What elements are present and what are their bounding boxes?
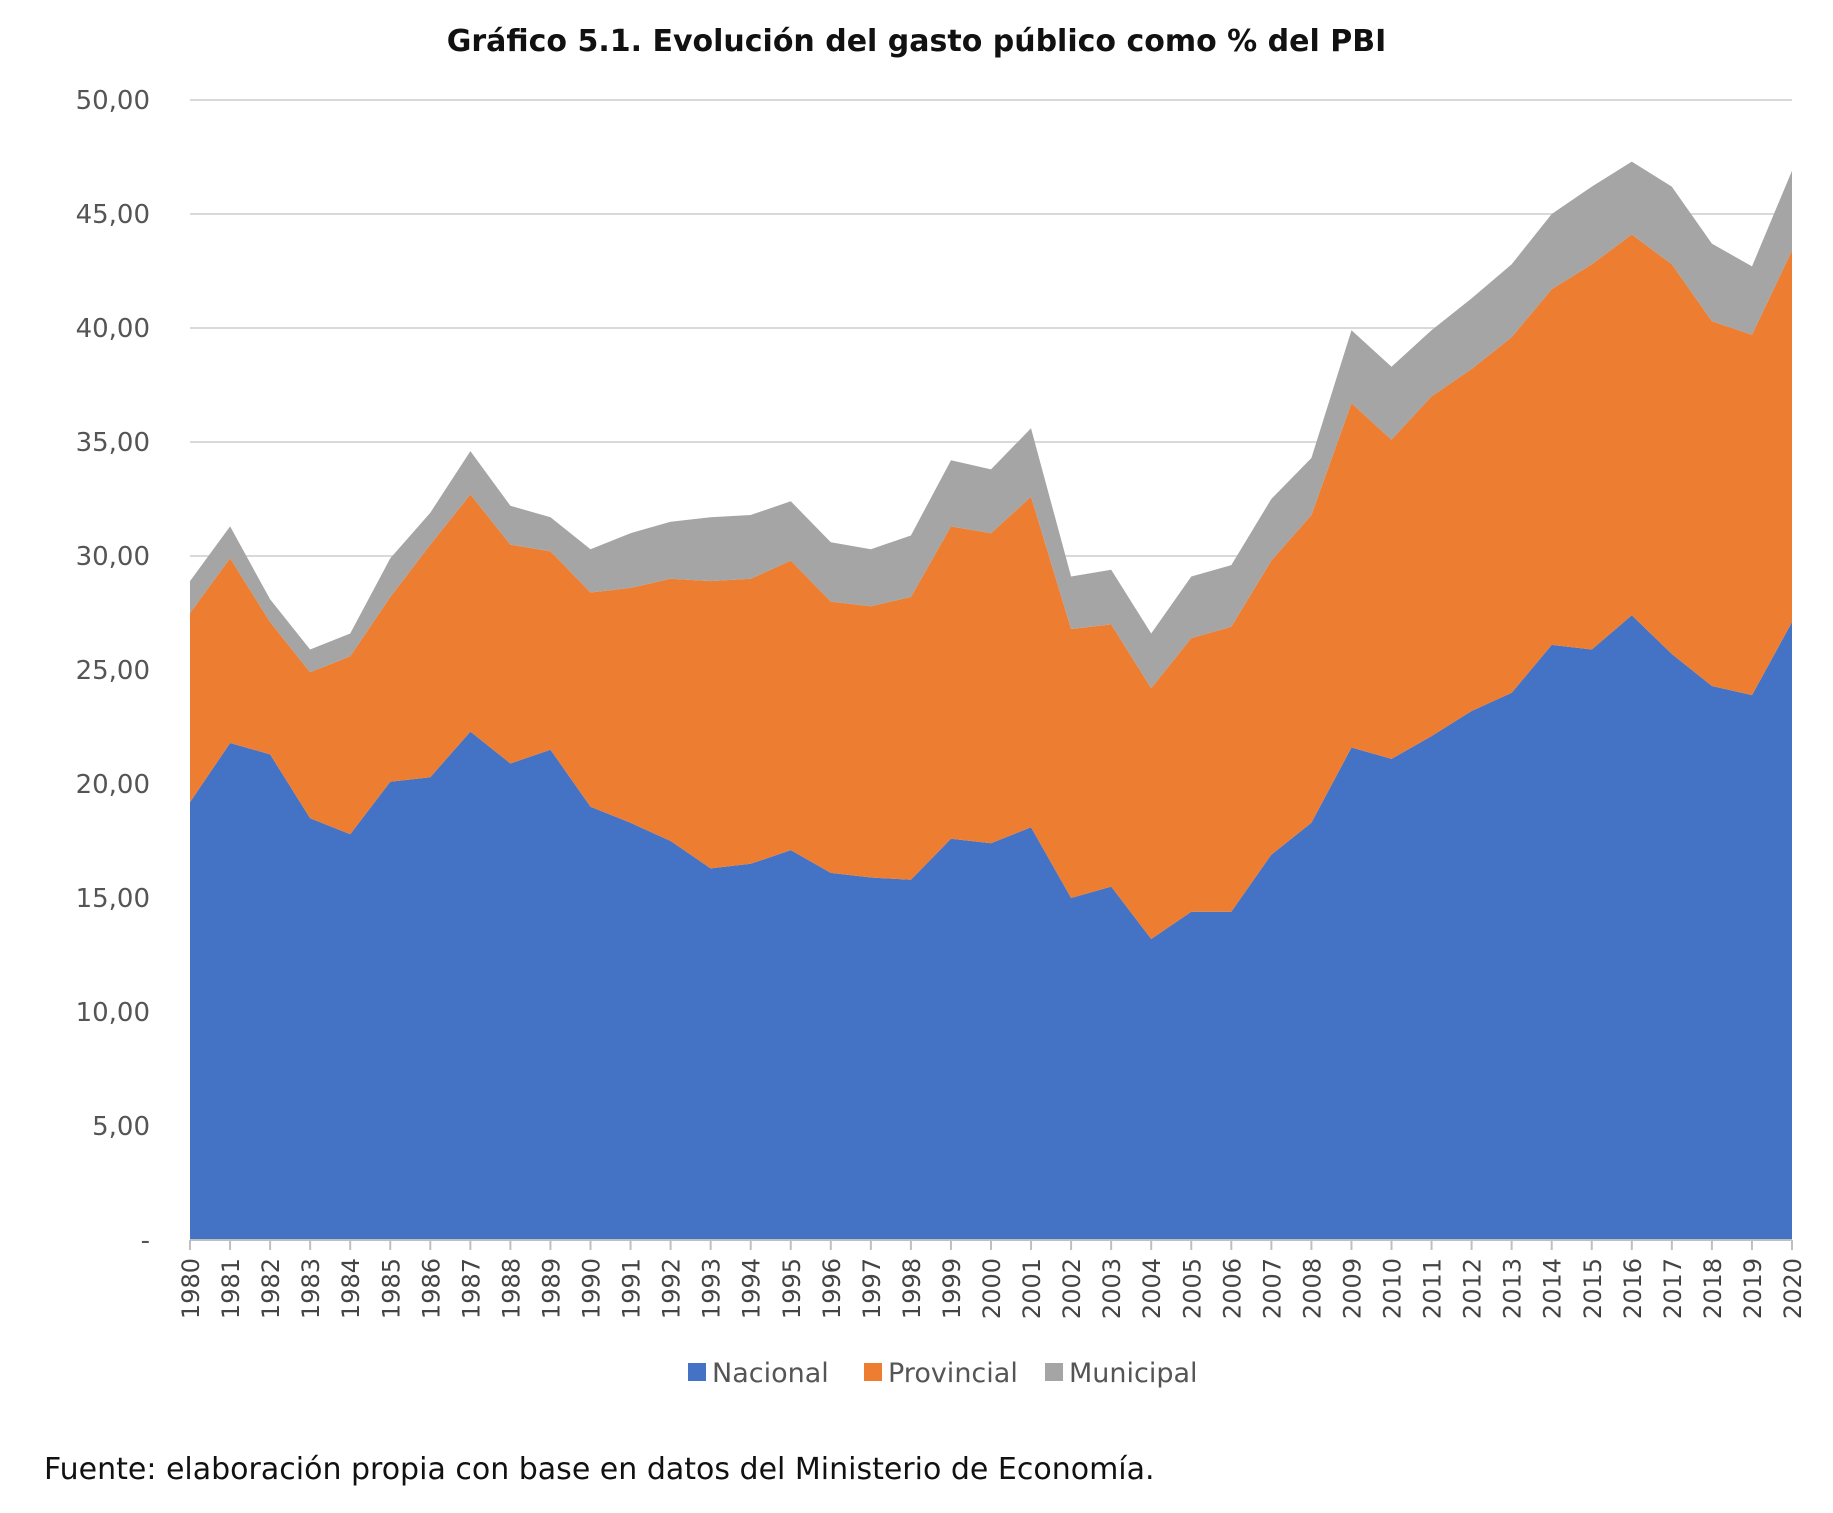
legend-swatch-municipal [1045,1363,1063,1381]
x-tick-label: 1995 [778,1258,806,1319]
y-tick-label: 30,00 [76,542,150,572]
x-tick-label: 1984 [337,1258,365,1319]
y-tick-label: - [141,1226,150,1256]
x-tick-label: 2010 [1379,1258,1407,1319]
y-tick-label: 50,00 [76,86,150,116]
legend-swatch-provincial [864,1363,882,1381]
x-tick-label: 2005 [1178,1258,1206,1319]
x-tick-label: 1988 [497,1258,525,1319]
x-tick-label: 2000 [978,1258,1006,1319]
x-tick-label: 1996 [818,1258,846,1319]
source-note: Fuente: elaboración propia con base en d… [44,1452,1155,1487]
x-tick-label: 1985 [377,1258,405,1319]
x-tick-label: 2014 [1539,1258,1567,1319]
x-tick-label: 1981 [217,1258,245,1319]
x-tick-label: 1992 [658,1258,686,1319]
y-tick-label: 5,00 [92,1112,150,1142]
x-tick-label: 1986 [417,1258,445,1319]
x-tick-label: 2019 [1739,1258,1767,1319]
y-tick-label: 10,00 [76,998,150,1028]
x-tick-label: 2012 [1459,1258,1487,1319]
x-tick-label: 2013 [1499,1258,1527,1319]
x-tick-label: 1990 [578,1258,606,1319]
x-tick-label: 1987 [457,1258,485,1319]
x-tick-label: 2006 [1218,1258,1246,1319]
x-tick-label: 1993 [698,1258,726,1319]
x-tick-label: 2011 [1419,1258,1447,1319]
x-tick-label: 2008 [1298,1258,1326,1319]
series-area-municipal [190,161,1792,689]
area-series-group [190,161,1792,1240]
x-tick-label: 2002 [1058,1258,1086,1319]
x-tick-label: 2003 [1098,1258,1126,1319]
x-tick-label: 2015 [1579,1258,1607,1319]
x-tick-label: 2020 [1779,1258,1807,1319]
x-tick-label: 2016 [1619,1258,1647,1319]
legend-swatch-nacional [688,1363,706,1381]
x-tick-label: 1997 [858,1258,886,1319]
legend-label-municipal: Municipal [1069,1358,1198,1389]
y-tick-label: 35,00 [76,428,150,458]
x-tick-label: 2001 [1018,1258,1046,1319]
chart-title: Gráfico 5.1. Evolución del gasto público… [446,24,1387,59]
series-area-nacional [190,615,1792,1240]
x-tick-label: 1980 [177,1258,205,1319]
y-tick-label: 40,00 [76,314,150,344]
x-tick-label: 1991 [618,1258,646,1319]
x-tick-label: 1989 [538,1258,566,1319]
x-tick-label: 2018 [1699,1258,1727,1319]
x-tick-label: 2004 [1138,1258,1166,1319]
x-tick-label: 2007 [1258,1258,1286,1319]
x-tick-label: 1982 [257,1258,285,1319]
y-tick-label: 45,00 [76,200,150,230]
series-area-provincial [190,234,1792,939]
x-tick-label: 1998 [898,1258,926,1319]
x-tick-label: 1999 [938,1258,966,1319]
y-tick-label: 15,00 [76,884,150,914]
x-tick-label: 2017 [1659,1258,1687,1319]
x-tick-label: 2009 [1339,1258,1367,1319]
legend-label-provincial: Provincial [888,1358,1018,1389]
legend: Nacional Provincial Municipal [688,1358,1198,1389]
x-tick-label: 1983 [297,1258,325,1319]
y-tick-label: 20,00 [76,770,150,800]
x-tick-label: 1994 [738,1258,766,1319]
y-tick-label: 25,00 [76,656,150,686]
axes: - 5,00 10,00 15,00 20,00 25,00 30,00 35,00 40,00… [76,86,1807,1319]
legend-label-nacional: Nacional [712,1358,829,1389]
